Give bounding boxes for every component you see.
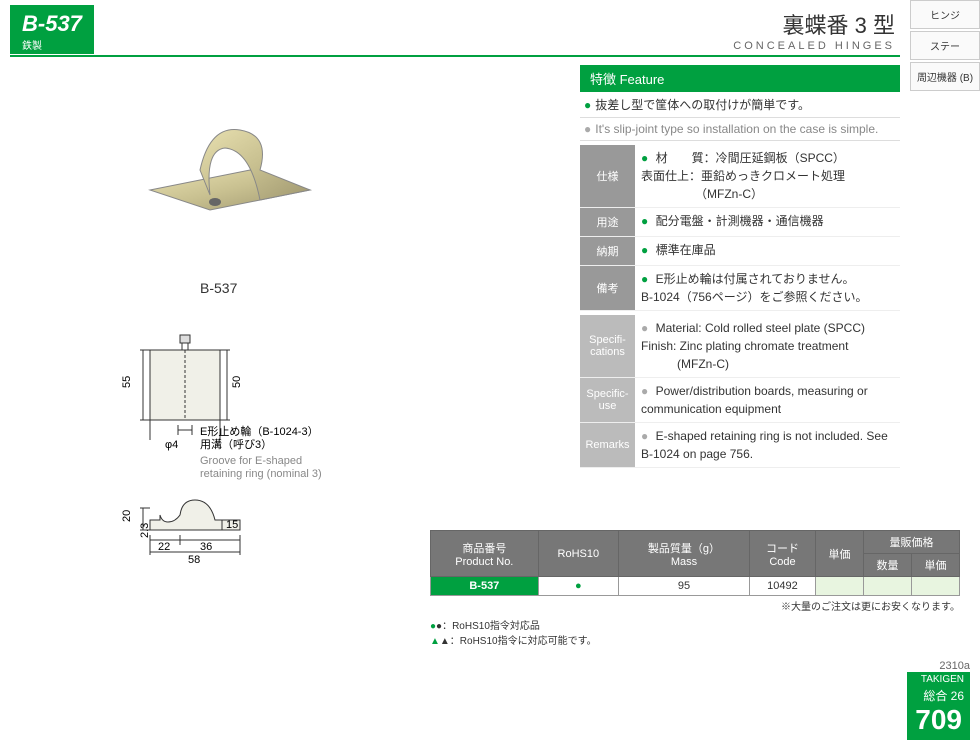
product-image	[120, 100, 340, 240]
feature-header: 特徴 Feature	[580, 65, 900, 92]
svg-text:2.3: 2.3	[139, 523, 151, 538]
side-tab: ステー	[910, 31, 980, 60]
svg-text:φ4: φ4	[165, 439, 178, 451]
svg-text:20: 20	[121, 510, 133, 522]
technical-diagram: 55 50 φ4 E形止め輪（B-1024-3） 用溝（呼び3） Groove …	[100, 330, 380, 593]
product-code: B-537	[22, 11, 82, 37]
rohs-note: ●●：RoHS10指令対応品 ▲▲：RoHS10指令に対応可能です。	[430, 617, 960, 647]
svg-text:E形止め輪（B-1024-3）: E形止め輪（B-1024-3）	[200, 424, 319, 438]
title-en: CONCEALED HINGES	[733, 40, 895, 52]
title-jp: 裏蝶番 3 型	[733, 8, 895, 40]
svg-text:58: 58	[188, 554, 200, 566]
feature-section: 特徴 Feature ●抜差し型で筐体への取付けが簡単です。 ●It's sli…	[580, 65, 900, 468]
side-tab: ヒンジ	[910, 0, 980, 29]
product-badge: B-537 鉄製	[10, 5, 94, 54]
brand: TAKIGEN	[907, 672, 970, 687]
svg-text:50: 50	[231, 376, 243, 388]
svg-text:15: 15	[226, 519, 238, 531]
bulk-note: ※大量のご注文は更にお安くなります。	[430, 598, 960, 613]
svg-text:Groove for E-shaped: Groove for E-shaped	[200, 455, 302, 467]
material-tag: 鉄製	[22, 37, 82, 52]
svg-text:retaining ring (nominal 3): retaining ring (nominal 3)	[200, 468, 322, 480]
product-table: 商品番号Product No. RoHS10 製品質量（g）Mass コードCo…	[430, 530, 960, 647]
feature-jp: ●抜差し型で筐体への取付けが簡単です。	[580, 92, 900, 118]
divider	[10, 55, 900, 57]
side-tabs: ヒンジ ステー 周辺機器 (B)	[910, 0, 980, 93]
side-tab: 周辺機器 (B)	[910, 62, 980, 91]
page-footer: 2310a TAKIGEN 総合 26 709	[907, 660, 970, 740]
page-title: 裏蝶番 3 型 CONCEALED HINGES	[733, 8, 895, 52]
page-number: 709	[907, 704, 970, 740]
revision: 2310a	[907, 660, 970, 672]
svg-text:用溝（呼び3）: 用溝（呼び3）	[200, 438, 272, 451]
catalog-label: 総合 26	[907, 687, 970, 704]
svg-text:36: 36	[200, 541, 212, 553]
feature-en: ●It's slip-joint type so installation on…	[580, 118, 900, 141]
image-caption: B-537	[200, 280, 237, 296]
svg-text:55: 55	[121, 376, 133, 388]
svg-text:22: 22	[158, 541, 170, 553]
